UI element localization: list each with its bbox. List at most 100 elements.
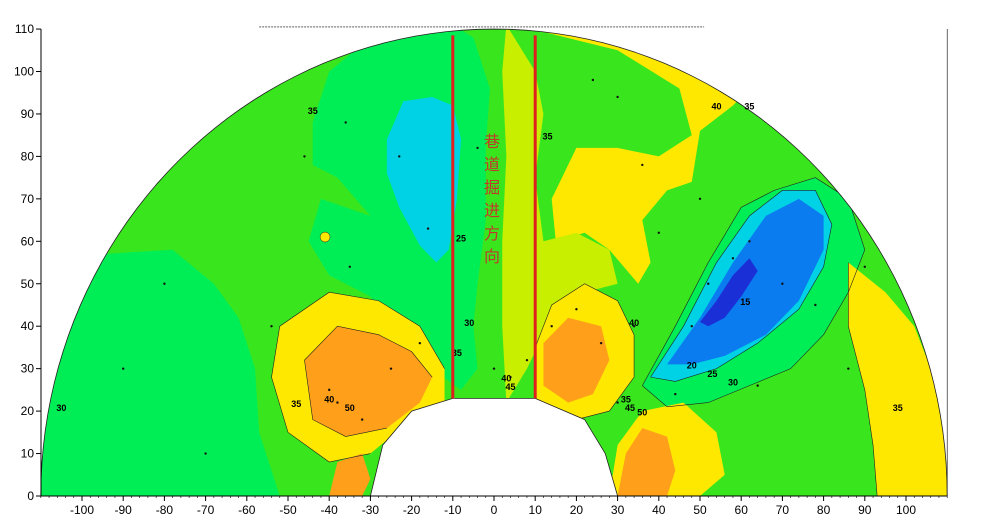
x-tick-label: 20	[570, 503, 584, 517]
x-tick-label: 100	[896, 503, 916, 517]
sample-point	[418, 341, 422, 345]
x-tick-label: 30	[611, 503, 625, 517]
contour-label: 35	[543, 131, 553, 141]
x-tick-label: 80	[817, 503, 831, 517]
contour-label: 40	[324, 395, 334, 405]
contour-right-1	[650, 190, 833, 382]
fill-upper-cyan-top	[386, 96, 462, 263]
annotation-char: 道	[484, 155, 500, 174]
contour-lines	[271, 177, 878, 497]
fill-left-30	[40, 249, 280, 496]
sample-point	[204, 452, 207, 455]
contour-label: 35	[744, 102, 754, 112]
contour-label: 35	[308, 106, 318, 116]
sample-points	[122, 78, 866, 455]
sample-point	[550, 325, 553, 328]
sample-point	[814, 303, 817, 307]
annotation-char: 掘	[484, 178, 500, 197]
fill-small-circle	[319, 231, 331, 243]
y-tick-label: 110	[15, 22, 34, 36]
contour-label: 25	[456, 233, 466, 243]
contour-ll-2	[304, 325, 433, 437]
sample-point	[781, 282, 784, 285]
x-tick-label: 90	[858, 503, 872, 517]
x-tick-label: -80	[156, 503, 174, 517]
sample-point	[748, 240, 751, 243]
sample-point	[657, 231, 660, 235]
contour-label: 50	[637, 407, 647, 417]
contour-ll-1	[271, 291, 445, 463]
sample-point	[348, 265, 351, 268]
y-tick-label: 100	[14, 65, 34, 79]
sample-point	[328, 388, 331, 392]
sample-point	[707, 282, 710, 285]
sample-point	[690, 325, 693, 328]
x-tick-label: 60	[735, 503, 749, 517]
annotation-char: 方	[484, 224, 500, 243]
contour-right-2	[642, 177, 866, 408]
x-tick-label: 40	[652, 503, 666, 517]
sample-point	[616, 401, 619, 404]
sample-point	[525, 358, 529, 362]
sample-point	[509, 375, 512, 379]
sample-point	[698, 197, 702, 201]
y-tick-label: 60	[21, 234, 35, 248]
annotation-char: 向	[484, 247, 500, 266]
y-tick-label: 40	[21, 319, 35, 333]
contour-label: 35	[291, 399, 301, 409]
sample-point	[336, 401, 339, 404]
sample-point	[847, 367, 850, 370]
sample-point	[616, 95, 619, 99]
y-tick-label: 50	[21, 277, 35, 291]
sample-point	[492, 367, 496, 370]
x-tick-label: -50	[279, 503, 297, 517]
y-tick-label: 90	[21, 107, 35, 121]
x-tick-label: -70	[197, 503, 215, 517]
x-tick-label: 0	[491, 503, 498, 517]
sample-point	[756, 384, 759, 387]
contour-right-edge	[848, 262, 878, 497]
sample-point	[398, 155, 401, 158]
sample-point	[599, 341, 603, 345]
contour-label: 35	[621, 395, 631, 405]
sample-point	[303, 155, 306, 158]
y-tick-label: 0	[27, 489, 34, 503]
contour-label: 35	[452, 348, 462, 358]
contour-label: 40	[629, 318, 639, 328]
annotation-char: 巷	[484, 132, 500, 151]
x-tick-label: -20	[403, 503, 421, 517]
x-tick-label: -30	[362, 503, 380, 517]
contour-label: 50	[345, 403, 355, 413]
sample-point	[426, 227, 430, 230]
fill-corridor-yellowgreen	[502, 29, 618, 403]
x-tick-label: 50	[693, 503, 707, 517]
sample-point	[270, 325, 273, 328]
contour-label: 25	[707, 369, 717, 379]
sample-point	[122, 367, 125, 370]
contour-label: 40	[501, 373, 511, 383]
sample-point	[591, 78, 595, 82]
sample-point	[632, 325, 636, 328]
sample-point	[575, 308, 578, 311]
fill-right-top-yellow	[514, 29, 775, 284]
x-tick-label: -60	[238, 503, 256, 517]
contour-label: 20	[687, 361, 697, 371]
y-tick-label: 20	[21, 404, 35, 418]
x-tick-label: -100	[70, 503, 94, 517]
fill-ll-orange	[304, 326, 433, 437]
fill-bl-orange	[329, 453, 371, 496]
contour-label: 15	[740, 297, 750, 307]
contour-label: 45	[625, 403, 635, 413]
contour-label: 45	[505, 382, 515, 392]
contour-label: 30	[56, 403, 66, 413]
sample-point	[389, 367, 393, 370]
x-tick-label: 10	[529, 503, 543, 517]
fill-right-darkblue	[700, 258, 758, 327]
y-tick-label: 80	[21, 149, 35, 163]
annotation-char: 进	[484, 201, 500, 220]
sample-point	[641, 163, 644, 167]
